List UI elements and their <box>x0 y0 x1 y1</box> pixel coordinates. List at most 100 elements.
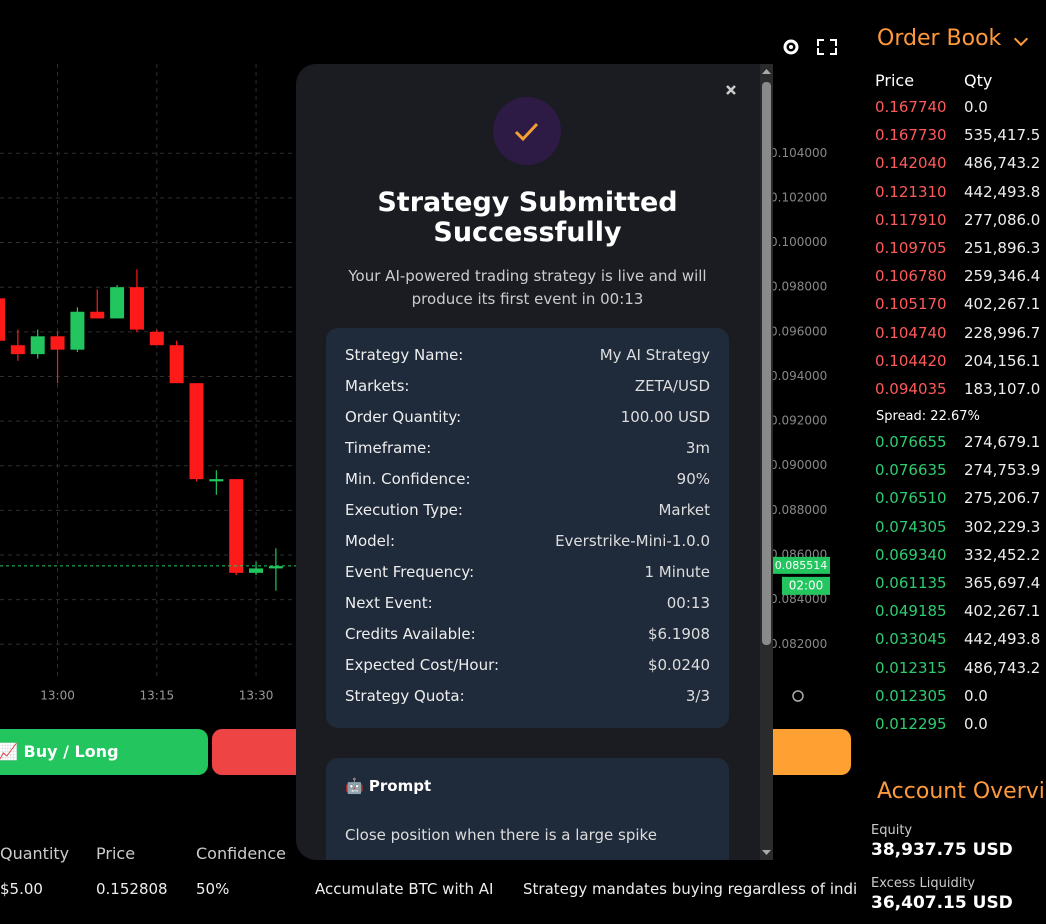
check-icon <box>514 122 539 142</box>
last-price-label: 0.085514 <box>775 559 828 572</box>
candle-body <box>0 298 5 341</box>
order-qty: 251,896.3 <box>964 239 1041 257</box>
table-header: Confidence <box>196 844 286 863</box>
order-price: 0.061135 <box>875 574 947 592</box>
detail-value: 00:13 <box>666 594 710 612</box>
y-tick-label: 0.096000 <box>770 324 827 338</box>
theme-icon[interactable] <box>792 690 804 702</box>
order-qty: 486,743.2 <box>964 154 1041 173</box>
order-qty: 0.0 <box>964 686 988 705</box>
detail-label: Min. Confidence: <box>345 470 471 488</box>
order-qty: 535,417.5 <box>964 126 1041 145</box>
y-tick-label: 0.104000 <box>770 146 827 160</box>
y-tick-label: 0.098000 <box>770 280 827 294</box>
candle-body <box>249 568 264 573</box>
order-qty: 274,679.1 <box>964 433 1041 451</box>
close-button[interactable] <box>726 85 736 95</box>
detail-value: 100.00 USD <box>620 408 710 426</box>
fullscreen-icon[interactable] <box>817 39 837 55</box>
scrollbar-thumb[interactable] <box>762 82 771 645</box>
price-chart: 0.104000 0.102000 0.100000 0.098000 0.096000… <box>0 39 837 703</box>
order-price: 0.117910 <box>875 210 947 229</box>
order-qty: 302,229.3 <box>964 517 1041 536</box>
success-modal: Strategy Submitted Successfully Your AI-p… <box>296 64 773 860</box>
order-price: 0.104420 <box>875 351 947 370</box>
account-title: Account Overview <box>877 779 1046 804</box>
detail-label: Expected Cost/Hour: <box>345 656 500 674</box>
order-qty: 402,267.1 <box>964 295 1041 314</box>
details-box <box>326 328 729 728</box>
x-tick-label: 13:30 <box>239 689 274 703</box>
candle-body <box>229 479 244 573</box>
y-tick-label: 0.088000 <box>770 503 827 517</box>
detail-label: Next Event: <box>345 594 433 612</box>
table-cell: 50% <box>196 880 230 898</box>
last-price-tag <box>772 556 830 574</box>
candle-body <box>129 287 144 330</box>
candle-body <box>10 345 25 355</box>
table-cell: Accumulate BTC with AI <box>315 880 494 898</box>
order-qty: 275,206.7 <box>964 489 1041 508</box>
order-price: 0.167740 <box>875 98 947 116</box>
detail-label: Timeframe: <box>345 439 432 457</box>
order-qty: 0.0 <box>964 98 988 116</box>
detail-label: Strategy Name: <box>345 346 464 364</box>
table-cell: Strategy mandates buying regardless of i… <box>523 880 858 898</box>
x-tick-label: 13:00 <box>40 689 75 703</box>
order-price: 0.049185 <box>875 602 947 621</box>
order-price: 0.076635 <box>875 461 947 480</box>
modal-subtitle: Your AI-powered trading strategy is live… <box>348 267 707 308</box>
detail-value: 3/3 <box>685 687 710 705</box>
spread: Spread: 22.67% <box>876 409 980 424</box>
candle-body <box>110 287 125 319</box>
order-qty: 204,156.1 <box>964 351 1041 370</box>
detail-value: $0.0240 <box>647 656 710 674</box>
order-qty: 442,493.8 <box>964 630 1041 649</box>
detail-value: My AI Strategy <box>599 346 710 364</box>
detail-label: Event Frequency: <box>345 563 475 581</box>
prompt-text: Close position when there is a large spi… <box>345 826 657 844</box>
y-tick-label: 0.090000 <box>770 458 827 472</box>
detail-value: 90% <box>676 470 710 488</box>
candle-body <box>268 566 283 569</box>
settings-icon[interactable] <box>783 39 799 55</box>
account-label: Excess Liquidity <box>871 876 976 891</box>
candle-body <box>90 311 105 319</box>
order-qty: 277,086.0 <box>964 210 1041 229</box>
modal-decor <box>326 64 773 860</box>
order-qty: 332,452.2 <box>964 545 1041 564</box>
order-qty: 259,346.4 <box>964 267 1041 286</box>
order-price: 0.012315 <box>875 658 947 677</box>
table-header: Price <box>96 844 136 863</box>
detail-value: 1 Minute <box>644 563 710 581</box>
detail-label: Markets: <box>345 377 410 395</box>
detail-value: 3m <box>685 439 710 457</box>
order-book-header: Price <box>875 71 915 90</box>
account-value: 36,407.15 USD <box>871 893 1013 913</box>
order-qty: 274,753.9 <box>964 461 1041 480</box>
order-price: 0.167730 <box>875 126 947 145</box>
order-qty: 486,743.2 <box>964 658 1041 677</box>
detail-value: Everstrike-Mini-1.0.0 <box>555 532 710 550</box>
detail-value: Market <box>658 501 710 519</box>
prompt-box <box>326 758 729 860</box>
detail-value: ZETA/USD <box>634 377 710 395</box>
order-price: 0.094035 <box>875 380 947 398</box>
candle-body <box>50 336 65 350</box>
candle-body <box>189 383 204 480</box>
buy-button[interactable]: 📈 Buy / Long <box>0 729 208 775</box>
order-price: 0.012305 <box>875 686 947 705</box>
order-qty: 365,697.4 <box>964 574 1041 592</box>
y-tick-label: 0.100000 <box>770 235 827 249</box>
order-book-title: Order Book <box>877 26 1002 51</box>
order-qty: 0.0 <box>964 715 988 733</box>
order-book-header: Qty <box>964 71 993 90</box>
order-price: 0.106780 <box>875 267 947 286</box>
detail-label: Execution Type: <box>345 501 463 519</box>
order-price: 0.142040 <box>875 154 947 173</box>
order-book-toggle[interactable] <box>1013 31 1029 47</box>
y-tick-label: 0.094000 <box>770 369 827 383</box>
order-price: 0.109705 <box>875 239 947 257</box>
candle-body <box>209 479 224 482</box>
